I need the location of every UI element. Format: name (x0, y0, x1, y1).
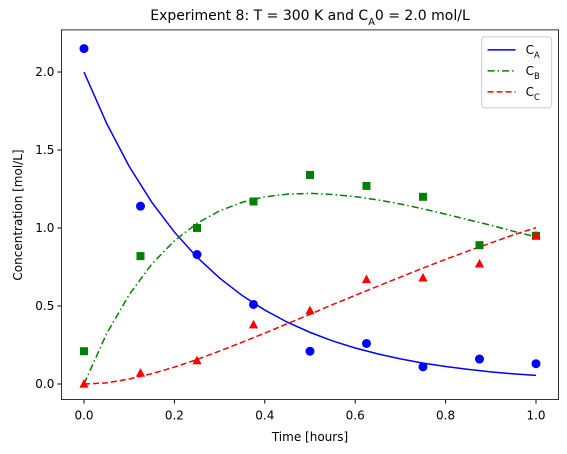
data-point (248, 319, 259, 329)
data-point (531, 230, 541, 240)
x-tick-label: 0.0 (74, 408, 93, 422)
series-line (83, 192, 537, 385)
data-point (249, 197, 258, 206)
data-point (305, 346, 315, 356)
data-point (305, 305, 315, 315)
y-tick-label: 0.0 (35, 377, 54, 391)
data-point (361, 274, 372, 284)
data-point (475, 354, 484, 364)
data-point (475, 241, 484, 250)
data-point (362, 338, 371, 348)
data-point (192, 250, 202, 260)
series-line (83, 71, 537, 377)
data-point (531, 359, 541, 369)
data-point (249, 299, 258, 309)
data-point (79, 379, 89, 388)
data-point (418, 272, 428, 282)
data-point (136, 252, 145, 261)
y-tick-label: 1.0 (35, 221, 54, 235)
legend-label: CC (526, 84, 540, 101)
data-point (419, 192, 427, 201)
x-axis-label: Time [hours] (271, 430, 348, 444)
data-point (135, 368, 146, 377)
legend-box (481, 36, 553, 109)
legend-label: CB (526, 63, 540, 80)
data-point (80, 347, 88, 356)
data-point (193, 224, 201, 233)
x-tick-label: 0.8 (436, 408, 455, 422)
data-point (306, 170, 314, 179)
data-point (192, 355, 202, 365)
y-tick-label: 2.0 (35, 65, 54, 79)
legend-label: CA (526, 42, 540, 59)
y-tick-label: 0.5 (35, 299, 54, 313)
data-point (362, 181, 371, 190)
x-tick-label: 1.0 (526, 408, 545, 422)
x-tick-label: 0.4 (255, 408, 274, 422)
y-axis-label: Concentration [mol/L] (11, 149, 25, 280)
data-point (136, 201, 145, 211)
x-tick-label: 0.6 (346, 408, 365, 422)
data-point (79, 44, 89, 54)
data-point (418, 362, 428, 372)
y-tick-label: 1.5 (35, 143, 54, 157)
x-tick-label: 0.2 (165, 408, 184, 422)
plot-frame (61, 29, 560, 401)
chart-title: Experiment 8: T = 300 K and CA0 = 2.0 mo… (150, 8, 470, 28)
data-point (474, 258, 485, 268)
